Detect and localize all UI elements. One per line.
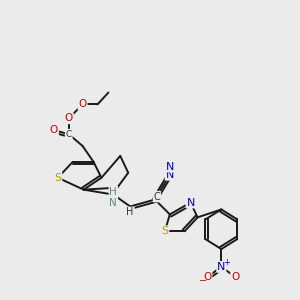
Text: H: H: [127, 207, 134, 218]
Text: O: O: [203, 272, 211, 282]
Text: N: N: [186, 197, 195, 208]
Text: H: H: [110, 187, 117, 196]
Text: C: C: [154, 192, 160, 202]
Text: +: +: [223, 258, 230, 267]
Text: −: −: [200, 276, 208, 286]
Text: S: S: [161, 226, 168, 236]
Text: C: C: [66, 130, 72, 139]
Text: N: N: [166, 170, 174, 180]
Text: N: N: [166, 162, 174, 172]
Text: N: N: [110, 197, 117, 208]
Text: O: O: [64, 113, 73, 123]
Text: S: S: [54, 173, 61, 183]
Text: O: O: [79, 99, 87, 110]
Text: O: O: [50, 125, 58, 135]
Text: N: N: [217, 262, 226, 272]
Text: O: O: [231, 272, 239, 282]
